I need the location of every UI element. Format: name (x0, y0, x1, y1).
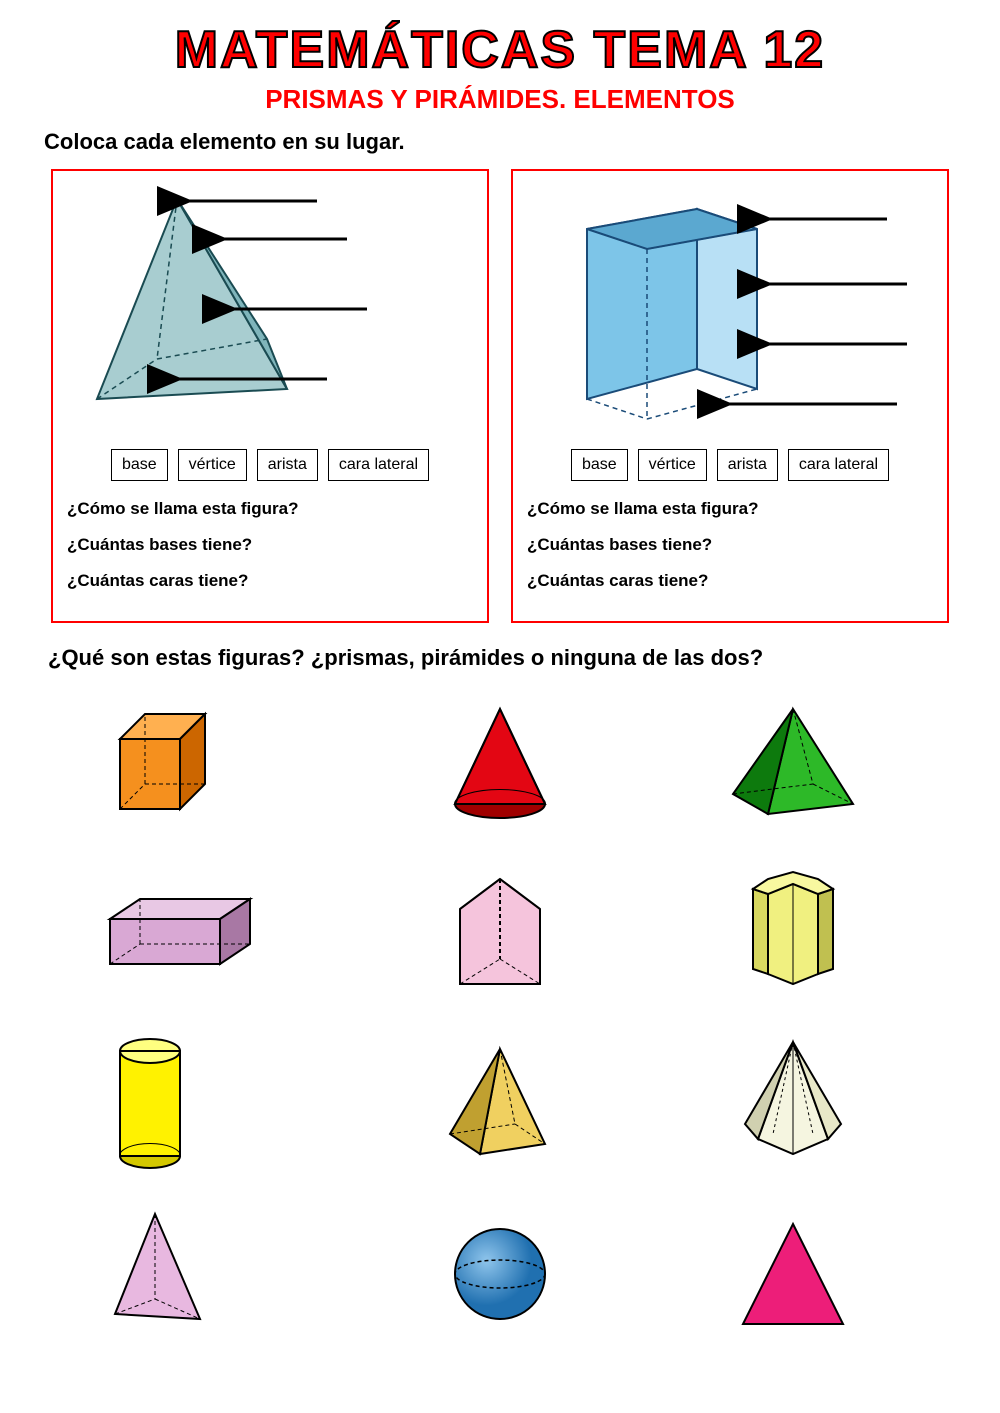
pyramid-shape-area (67, 189, 473, 439)
shape-hex-prism (647, 859, 940, 1009)
pyramid-q2: ¿Cuántas bases tiene? (67, 535, 473, 555)
section1-instruction: Coloca cada elemento en su lugar. (44, 129, 970, 155)
shape-tri-prism (353, 859, 646, 1009)
label-cara-lateral[interactable]: cara lateral (328, 449, 429, 481)
shape-cube (60, 689, 353, 839)
prism-q3: ¿Cuántas caras tiene? (527, 571, 933, 591)
exercise-boxes-row: base vértice arista cara lateral ¿Cómo s… (30, 169, 970, 623)
pyramid-svg (67, 189, 477, 439)
shape-pyramid-yellow (353, 1029, 646, 1179)
pyramid-labels-row: base vértice arista cara lateral (67, 449, 473, 481)
prism-q1: ¿Cómo se llama esta figura? (527, 499, 933, 519)
pyramid-box: base vértice arista cara lateral ¿Cómo s… (51, 169, 489, 623)
page-title: MATEMÁTICAS TEMA 12 (30, 20, 970, 80)
label-base[interactable]: base (111, 449, 168, 481)
pyramid-q3: ¿Cuántas caras tiene? (67, 571, 473, 591)
label-arista-2[interactable]: arista (717, 449, 778, 481)
shape-rect-prism (60, 859, 353, 1009)
label-cara-lateral-2[interactable]: cara lateral (788, 449, 889, 481)
pyramid-q1: ¿Cómo se llama esta figura? (67, 499, 473, 519)
page-subtitle: PRISMAS Y PIRÁMIDES. ELEMENTOS (30, 84, 970, 115)
shape-pyramid-green (647, 689, 940, 839)
shape-cylinder (60, 1029, 353, 1179)
shape-sphere (353, 1199, 646, 1349)
label-base-2[interactable]: base (571, 449, 628, 481)
label-vertice[interactable]: vértice (178, 449, 247, 481)
shape-tri-pyramid-pink (60, 1199, 353, 1349)
shape-cone (353, 689, 646, 839)
prism-shape-area (527, 189, 933, 439)
prism-svg (527, 189, 937, 439)
label-vertice-2[interactable]: vértice (638, 449, 707, 481)
prism-box: base vértice arista cara lateral ¿Cómo s… (511, 169, 949, 623)
shapes-grid (60, 689, 940, 1349)
label-arista[interactable]: arista (257, 449, 318, 481)
prism-q2: ¿Cuántas bases tiene? (527, 535, 933, 555)
shape-hex-pyramid (647, 1029, 940, 1179)
prism-labels-row: base vértice arista cara lateral (527, 449, 933, 481)
shape-triangle-flat (647, 1199, 940, 1349)
section2-question: ¿Qué son estas figuras? ¿prismas, pirámi… (48, 645, 970, 671)
